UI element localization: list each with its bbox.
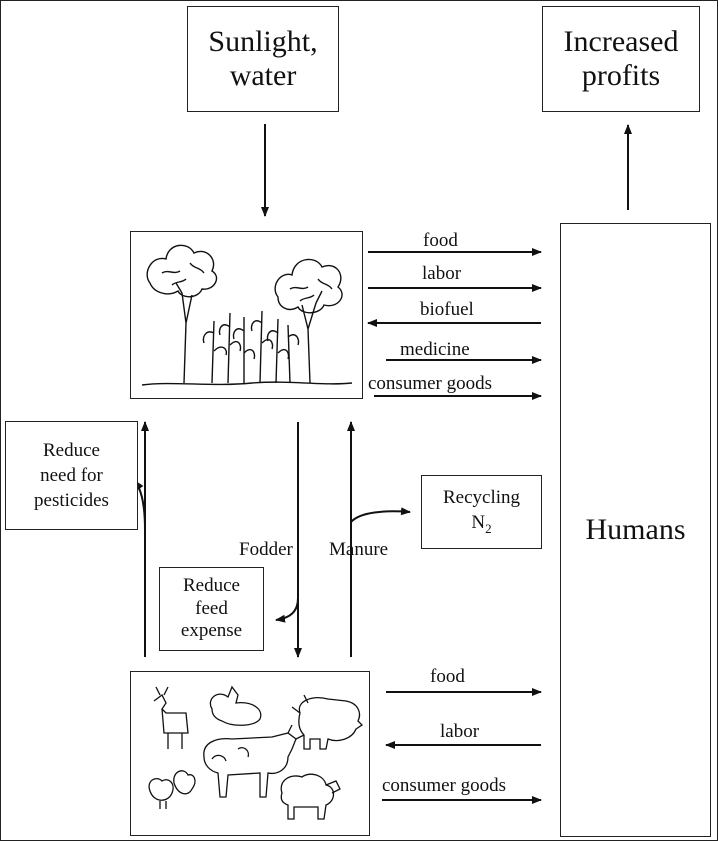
crop-consumer-goods-label: consumer goods	[368, 373, 493, 394]
crop-system-box	[130, 231, 363, 399]
recycling-n2-box: Recycling N2	[421, 475, 542, 549]
humans-box: Humans	[560, 223, 711, 837]
sunlight-water-box: Sunlight, water	[187, 6, 339, 112]
farm-animals-illustration	[148, 685, 364, 820]
feed-line-3: expense	[180, 620, 243, 642]
reduce-feed-expense-box: Reduce feed expense	[159, 567, 264, 651]
increased-profits-box: Increased profits	[542, 6, 700, 112]
feed-line-1: Reduce	[183, 574, 240, 596]
profits-line-1: Increased	[563, 24, 679, 58]
reduce-pesticides-box: Reduce need for pesticides	[5, 421, 138, 530]
manure-label: Manure	[329, 539, 389, 560]
pesticides-line-1: Reduce	[43, 439, 100, 461]
sunlight-line-1: Sunlight,	[208, 24, 318, 58]
livestock-food-label: food	[430, 666, 465, 687]
sunlight-line-2: water	[229, 59, 297, 92]
n2-label: N2	[471, 511, 491, 538]
trees-and-corn-illustration	[141, 244, 353, 386]
nitrogen-subscript: 2	[485, 520, 492, 536]
crop-medicine-label: medicine	[400, 339, 470, 360]
livestock-system-box	[130, 671, 370, 836]
crop-biofuel-label: biofuel	[420, 299, 474, 320]
crop-labor-label: labor	[422, 263, 462, 284]
livestock-labor-label: labor	[440, 721, 480, 742]
feed-line-2: feed	[195, 597, 228, 619]
pesticides-line-3: pesticides	[34, 490, 109, 512]
nitrogen-symbol: N	[471, 512, 486, 533]
recycling-branch-arrow	[350, 507, 411, 523]
humans-label: Humans	[585, 513, 686, 546]
feed-branch-arrow	[275, 597, 299, 623]
recycling-label: Recycling	[442, 487, 521, 509]
pesticides-line-2: need for	[40, 464, 103, 486]
fodder-label: Fodder	[239, 539, 293, 560]
livestock-consumer-goods-label: consumer goods	[382, 775, 507, 796]
profits-line-2: profits	[581, 59, 661, 92]
crop-food-label: food	[423, 230, 458, 251]
